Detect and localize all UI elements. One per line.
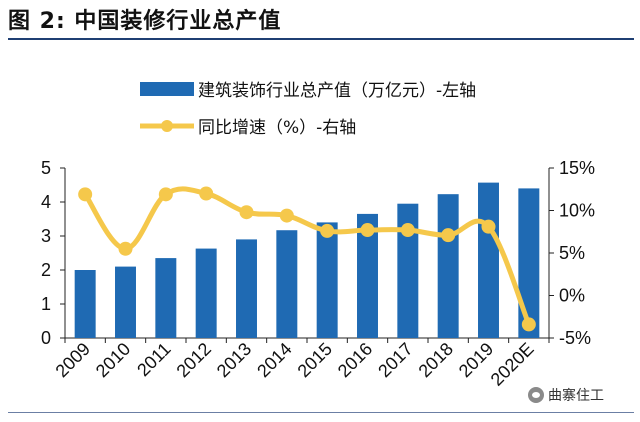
bar — [195, 248, 217, 338]
growth-line — [83, 186, 532, 326]
bar — [115, 266, 136, 338]
bar — [397, 203, 419, 338]
growth-point — [441, 228, 456, 243]
left-tick-label: 2 — [41, 260, 51, 280]
left-tick-label: 3 — [41, 226, 51, 246]
left-tick-label: 5 — [41, 158, 51, 178]
bar — [357, 213, 378, 338]
legend-bar-swatch — [140, 82, 194, 96]
right-tick-label: 5% — [559, 243, 585, 263]
plot-area: 012345-5%0%5%10%15%200920102011201220132… — [41, 158, 595, 390]
growth-point — [118, 241, 133, 256]
title-rule — [8, 38, 634, 40]
growth-point — [158, 187, 173, 202]
legend-line-label: 同比增速（%）-右轴 — [198, 118, 356, 138]
growth-point — [78, 187, 93, 202]
watermark: 曲寨住工 — [528, 385, 604, 405]
x-tick-label: 2011 — [133, 339, 175, 381]
legend-bar-label: 建筑装饰行业总产值（万亿元）-左轴 — [198, 81, 476, 101]
bar — [276, 230, 298, 338]
legend-line-marker — [161, 120, 173, 132]
legend: 建筑装饰行业总产值（万亿元）-左轴 同比增速（%）-右轴 — [140, 81, 476, 138]
watermark-text: 曲寨住工 — [548, 388, 604, 404]
x-tick-label: 2016 — [334, 339, 376, 381]
x-tick-label: 2015 — [294, 339, 336, 381]
right-tick-label: 10% — [559, 201, 595, 221]
growth-point — [360, 223, 375, 238]
right-tick-label: 0% — [559, 286, 585, 306]
right-tick-label: -5% — [559, 328, 591, 348]
bar — [236, 239, 257, 338]
x-tick-label: 2013 — [213, 339, 255, 381]
growth-point — [481, 219, 496, 234]
growth-point — [239, 205, 254, 220]
growth-point — [400, 223, 415, 238]
growth-point — [199, 186, 214, 201]
x-tick-label: 2009 — [52, 339, 94, 381]
bar — [478, 182, 499, 338]
growth-point — [320, 223, 335, 238]
bar — [74, 270, 96, 338]
bar — [316, 222, 338, 338]
x-tick-label: 2017 — [374, 339, 416, 381]
x-tick-label: 2020E — [487, 339, 538, 390]
bar — [155, 258, 177, 338]
x-tick-label: 2012 — [173, 339, 215, 381]
left-tick-label: 1 — [41, 294, 51, 314]
x-tick-label: 2018 — [415, 339, 457, 381]
x-tick-label: 2014 — [253, 339, 295, 381]
wechat-icon — [528, 387, 544, 403]
bar — [518, 188, 540, 338]
x-tick-label: 2010 — [92, 339, 134, 381]
left-tick-label: 4 — [41, 192, 51, 212]
right-tick-label: 15% — [559, 158, 595, 178]
figure-title: 图 2: 中国装修行业总产值 — [8, 9, 282, 34]
bar — [437, 194, 459, 338]
bottom-rule — [8, 412, 634, 413]
growth-point — [279, 208, 294, 223]
growth-point — [521, 317, 536, 332]
left-tick-label: 0 — [41, 328, 51, 348]
